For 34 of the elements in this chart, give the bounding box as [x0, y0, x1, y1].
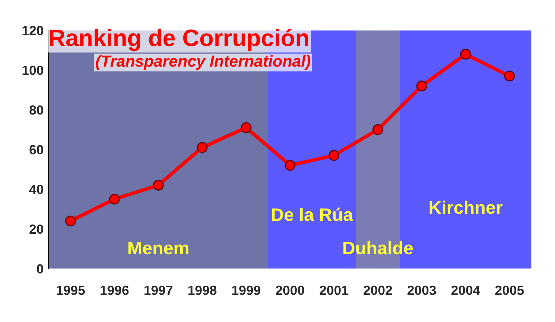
- band-label: Kirchner: [430, 200, 503, 214]
- point: [109, 194, 120, 205]
- x-tick-label: 2001: [320, 286, 348, 296]
- y-tick-label: 40: [30, 185, 44, 194]
- y-tick-label: 20: [30, 224, 44, 234]
- y-tick-label: 120: [22, 26, 44, 36]
- point: [416, 80, 428, 92]
- x-tick-label: 1996: [100, 286, 129, 296]
- y-tick-label: 60: [30, 145, 44, 155]
- y-tick-label: 80: [30, 106, 44, 115]
- band-label: Menem: [128, 242, 189, 255]
- y-tick-label: 100: [22, 66, 44, 76]
- x-tick-label: 2003: [408, 286, 436, 296]
- text: (Transparency International): [96, 55, 311, 70]
- x-tick-label: 2004: [452, 286, 480, 296]
- x-tick-label: 1995: [56, 286, 86, 296]
- x-tick-label: 2000: [276, 286, 304, 296]
- y-tick-label: 0: [37, 264, 44, 274]
- x-tick-label: 1998: [188, 286, 217, 296]
- x-tick-label: 2005: [496, 286, 524, 296]
- band-label: De la Rúa: [272, 208, 354, 222]
- point: [65, 216, 76, 227]
- point: [328, 150, 340, 162]
- x-tick-label: 2002: [364, 286, 392, 296]
- point: [284, 160, 296, 171]
- point: [197, 142, 208, 154]
- point: [153, 180, 164, 191]
- point: [240, 122, 252, 134]
- x-tick-label: 1997: [144, 286, 173, 296]
- point: [504, 70, 516, 82]
- point: [460, 49, 472, 60]
- point: [372, 124, 384, 136]
- chart-title: Ranking de Corrupción: [50, 28, 308, 52]
- x-tick-label: 1999: [232, 286, 261, 296]
